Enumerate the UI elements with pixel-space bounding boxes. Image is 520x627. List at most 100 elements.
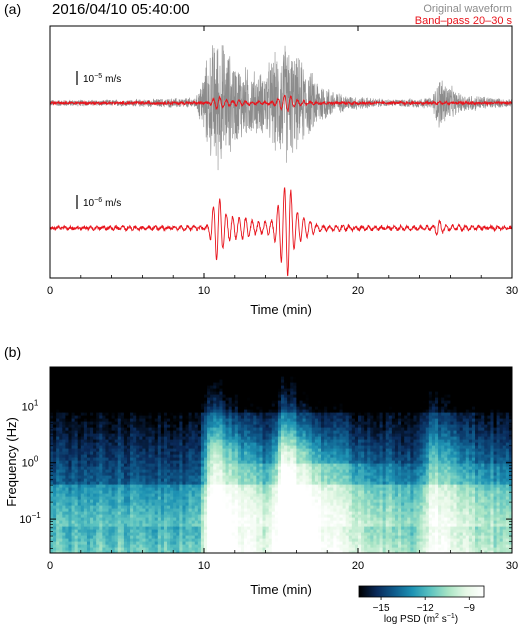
spectrogram-cell bbox=[222, 478, 227, 482]
spectrogram-cell bbox=[191, 514, 196, 518]
spectrogram-cell bbox=[154, 541, 159, 545]
spectrogram-cell bbox=[83, 406, 88, 410]
spectrogram-cell bbox=[293, 541, 297, 545]
spectrogram-cell bbox=[191, 403, 196, 407]
spectrogram-cell bbox=[93, 448, 97, 452]
spectrogram-cell bbox=[127, 547, 131, 551]
spectrogram-cell bbox=[188, 388, 193, 392]
spectrogram-cell bbox=[185, 421, 190, 425]
spectrogram-cell bbox=[68, 466, 73, 470]
spectrogram-cell bbox=[216, 538, 220, 542]
spectrogram-cell bbox=[265, 448, 270, 452]
spectrogram-cell bbox=[142, 439, 147, 443]
spectrogram-cell bbox=[56, 403, 60, 407]
spectrogram-cell bbox=[123, 550, 128, 553]
spectrogram-cell bbox=[250, 391, 254, 395]
spectrogram-cell bbox=[127, 394, 131, 398]
spectrogram-cell bbox=[117, 454, 122, 458]
spectrogram-cell bbox=[277, 520, 282, 524]
spectrogram-cell bbox=[277, 493, 282, 497]
spectrogram-cell bbox=[228, 523, 233, 527]
spectrogram-cell bbox=[170, 478, 174, 482]
spectrogram-cell bbox=[265, 445, 270, 449]
spectrogram-cell bbox=[253, 379, 257, 383]
spectrogram-cell bbox=[179, 376, 184, 380]
spectrogram-cell bbox=[151, 391, 156, 395]
spectrogram-cell bbox=[96, 442, 100, 446]
spectrogram-cell bbox=[120, 538, 125, 542]
spectrogram-cell bbox=[56, 481, 60, 485]
spectrogram-cell bbox=[65, 442, 70, 446]
spectrogram-cell bbox=[207, 478, 211, 482]
spectrogram-cell bbox=[105, 385, 110, 389]
spectrogram-cell bbox=[173, 466, 177, 470]
spectrogram-cell bbox=[62, 403, 66, 407]
spectrogram-cell bbox=[234, 367, 239, 371]
spectrogram-cell bbox=[108, 412, 113, 416]
spectrogram-cell bbox=[213, 376, 217, 380]
spectrogram-cell bbox=[231, 493, 236, 497]
spectrogram-cell bbox=[102, 427, 107, 431]
spectrogram-cell bbox=[157, 370, 162, 374]
spectrogram-cell bbox=[176, 538, 180, 542]
spectrogram-cell bbox=[268, 508, 273, 512]
spectrogram-cell bbox=[120, 526, 125, 530]
spectrogram-cell bbox=[191, 445, 196, 449]
spectrogram-cell bbox=[114, 424, 119, 428]
spectrogram-cell bbox=[139, 469, 143, 473]
spectrogram-cell bbox=[281, 550, 285, 553]
spectrogram-cell bbox=[77, 472, 82, 476]
spectrogram-cell bbox=[170, 526, 174, 530]
spectrogram-cell bbox=[188, 547, 193, 551]
spectrogram-cell bbox=[262, 505, 267, 509]
spectrogram-cell bbox=[231, 421, 236, 425]
spectrogram-cell bbox=[93, 490, 97, 494]
spectrogram-cell bbox=[154, 418, 159, 422]
spectrogram-cell bbox=[219, 529, 224, 533]
spectrogram-cell bbox=[287, 421, 291, 425]
spectrogram-cell bbox=[83, 514, 88, 518]
spectrogram-cell bbox=[284, 415, 288, 419]
spectrogram-cell bbox=[219, 421, 224, 425]
spectrogram-cell bbox=[240, 541, 245, 545]
spectrogram-cell bbox=[219, 538, 224, 542]
spectrogram-cell bbox=[216, 418, 220, 422]
spectrogram-cell bbox=[262, 475, 267, 479]
spectrogram-cell bbox=[77, 493, 82, 497]
spectrogram-cell bbox=[139, 430, 143, 434]
spectrogram-cell bbox=[77, 433, 82, 437]
spectrogram-cell bbox=[237, 487, 242, 491]
spectrogram-cell bbox=[210, 382, 214, 386]
spectrogram-cell bbox=[123, 466, 128, 470]
spectrogram-cell bbox=[213, 517, 217, 521]
spectrogram-cell bbox=[274, 418, 279, 422]
spectrogram-cell bbox=[231, 448, 236, 452]
spectrogram-cell bbox=[194, 439, 199, 443]
spectrogram-cell bbox=[185, 499, 190, 503]
spectrogram-cell bbox=[157, 409, 162, 413]
spectrogram-cell bbox=[102, 454, 107, 458]
spectrogram-cell bbox=[139, 421, 143, 425]
spectrogram-cell bbox=[160, 445, 165, 449]
spectrogram-cell bbox=[200, 421, 205, 425]
spectrogram-cell bbox=[83, 535, 88, 539]
spectrogram-cell bbox=[167, 373, 171, 377]
spectrogram-cell bbox=[133, 502, 137, 506]
spectrogram-cell bbox=[173, 367, 177, 371]
spectrogram-cell bbox=[83, 373, 88, 377]
spectrogram-cell bbox=[105, 427, 110, 431]
spectrogram-cell bbox=[154, 415, 159, 419]
spectrogram-cell bbox=[83, 517, 88, 521]
spectrogram-cell bbox=[59, 526, 63, 530]
spectrogram-cell bbox=[284, 403, 288, 407]
spectrogram-cell bbox=[120, 520, 125, 524]
spectrogram-cell bbox=[240, 406, 245, 410]
spectrogram-cell bbox=[111, 379, 116, 383]
spectrogram-cell bbox=[228, 412, 233, 416]
spectrogram-cell bbox=[83, 433, 88, 437]
spectrogram-cell bbox=[151, 511, 156, 515]
spectrogram-cell bbox=[287, 367, 291, 371]
spectrogram-cell bbox=[277, 454, 282, 458]
spectrogram-cell bbox=[281, 385, 285, 389]
spectrogram-cell bbox=[176, 448, 180, 452]
